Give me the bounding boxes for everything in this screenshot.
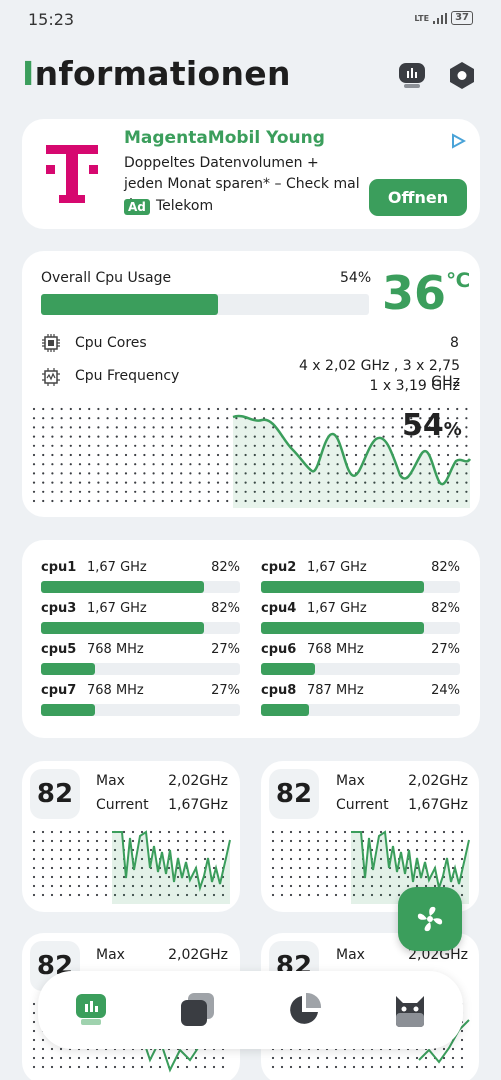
ad-badge: Ad: [124, 199, 150, 215]
cpu-cores-value: 8: [450, 335, 459, 351]
core-bar: [261, 622, 460, 634]
status-time: 15:23: [28, 10, 75, 29]
tile-1-max-label: Max: [96, 773, 125, 789]
battery-icon: 37: [451, 11, 473, 25]
core-percent: 82%: [211, 560, 240, 575]
cpu-frequency-line1: 4 x 2,02 GHz , 3 x 2,75 GHz: [298, 358, 460, 390]
tile-3-max-value: 2,02GHz: [168, 947, 228, 963]
fan-icon: [417, 906, 443, 932]
overall-cpu-percent: 54%: [340, 270, 372, 286]
core-frequency: 1,67 GHz: [87, 601, 147, 616]
core-name: cpu5: [41, 642, 77, 657]
tile-2-current-label: Current: [336, 797, 389, 813]
cpu-usage-graph: [32, 407, 472, 508]
tile-2-max-value: 2,02GHz: [408, 773, 468, 789]
cpu-frequency-line2: 1 x 3,19 GHz: [369, 378, 460, 394]
graph-line: [232, 414, 472, 486]
core-bar: [261, 663, 460, 675]
core-percent: 82%: [211, 601, 240, 616]
ad-advertiser: Telekom: [156, 198, 214, 214]
core-bar-fill: [261, 704, 309, 716]
core-bar: [41, 581, 240, 593]
core-bar-fill: [41, 704, 95, 716]
tile-2-current-value: 1,67GHz: [408, 797, 468, 813]
tile-1-graph: [32, 830, 231, 904]
core-percent: 27%: [431, 642, 460, 657]
core-frequency: 1,67 GHz: [307, 560, 367, 575]
overall-cpu-label: Overall Cpu Usage: [41, 270, 172, 286]
core-name: cpu1: [41, 560, 77, 575]
core-percent: 27%: [211, 683, 240, 698]
core-bar-fill: [261, 663, 315, 675]
core-name: cpu4: [261, 601, 297, 616]
core-frequency: 1,67 GHz: [87, 560, 147, 575]
core-bar-fill: [41, 622, 205, 634]
cpu-chip-icon: [41, 333, 61, 357]
nav-layers-icon[interactable]: [180, 992, 216, 1032]
cpu-frequency-icon: [41, 367, 61, 391]
cpu-cores-label: Cpu Cores: [75, 335, 147, 351]
core-bar-fill: [261, 581, 425, 593]
core-name: cpu2: [261, 560, 297, 575]
core-percent: 24%: [431, 683, 460, 698]
tile-4-max-value: 2,02GHz: [408, 947, 468, 963]
core-bar: [41, 622, 240, 634]
bottom-navigation: [38, 971, 463, 1049]
page-title: Informationen: [22, 54, 291, 93]
core-name: cpu3: [41, 601, 77, 616]
network-label: LTE: [414, 13, 430, 23]
nav-android-icon[interactable]: [392, 993, 428, 1033]
tile-3-max-label: Max: [96, 947, 125, 963]
core-percent: 82%: [431, 601, 460, 616]
core-bar-fill: [261, 622, 425, 634]
fan-button[interactable]: [398, 887, 462, 951]
nav-monitor-chart-icon[interactable]: [74, 992, 108, 1030]
core-percent: 82%: [431, 560, 460, 575]
telekom-logo: [44, 143, 100, 205]
ad-title[interactable]: MagentaMobil Young: [124, 128, 325, 148]
tile-1-max-value: 2,02GHz: [168, 773, 228, 789]
ad-open-button[interactable]: Offnen: [369, 179, 467, 216]
tile-2-max-label: Max: [336, 773, 365, 789]
settings-hexagon-icon[interactable]: [447, 60, 477, 90]
core-name: cpu6: [261, 642, 297, 657]
overall-cpu-bar: [41, 294, 369, 315]
tile-1-current-value: 1,67GHz: [168, 797, 228, 813]
signal-icon: [433, 12, 448, 24]
core-frequency: 768 MHz: [87, 642, 144, 657]
core-frequency: 1,67 GHz: [307, 601, 367, 616]
cpu-frequency-label: Cpu Frequency: [75, 368, 180, 384]
core-bar-fill: [41, 663, 95, 675]
graph-area: [233, 416, 470, 508]
tile-2-number: 82: [269, 769, 319, 819]
core-percent: 27%: [211, 642, 240, 657]
nav-pie-chart-icon[interactable]: [286, 992, 322, 1032]
core-name: cpu8: [261, 683, 297, 698]
overall-cpu-bar-fill: [41, 294, 219, 315]
graph-percent: 54%: [402, 408, 462, 443]
core-frequency: 768 MHz: [307, 642, 364, 657]
ad-choices-icon[interactable]: [450, 133, 467, 153]
tile-1-number: 82: [30, 769, 80, 819]
core-frequency: 787 MHz: [307, 683, 364, 698]
core-bar: [41, 704, 240, 716]
tile-4-max-label: Max: [336, 947, 365, 963]
core-bar: [261, 704, 460, 716]
core-frequency: 768 MHz: [87, 683, 144, 698]
tile-2-graph: [271, 830, 470, 904]
cpu-temperature: 36℃: [382, 266, 471, 320]
status-icons: LTE 37: [414, 11, 473, 25]
core-bar: [261, 581, 460, 593]
core-bar-fill: [41, 581, 205, 593]
core-name: cpu7: [41, 683, 77, 698]
core-bar: [41, 663, 240, 675]
tile-1-current-label: Current: [96, 797, 149, 813]
monitor-chart-icon[interactable]: [397, 60, 427, 90]
